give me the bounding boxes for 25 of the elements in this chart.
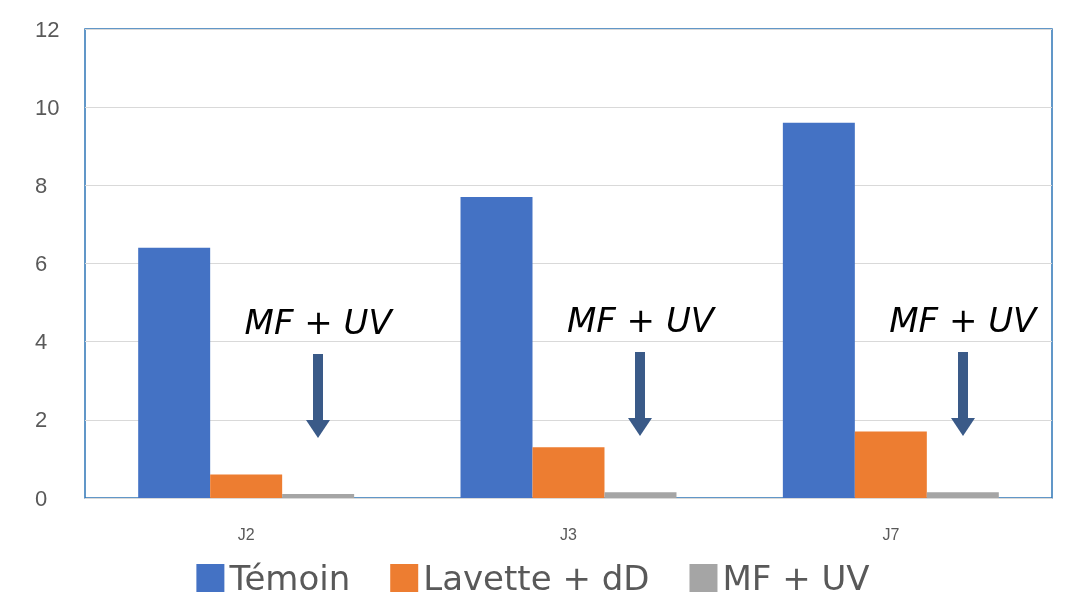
bar: [854, 431, 927, 498]
annotation: MF + UV: [888, 300, 1039, 341]
legend-label: Lavette + dD: [423, 558, 650, 598]
bar: [926, 492, 999, 498]
annotation: MF + UV: [565, 300, 717, 341]
annotation: MF + UV: [243, 302, 395, 343]
y-tick-label: 2: [35, 407, 48, 433]
bar: [782, 122, 855, 498]
y-tick-label: 0: [35, 485, 48, 511]
bar: [532, 447, 605, 498]
bar: [210, 474, 283, 498]
bar: [460, 197, 533, 498]
y-tick-label: 8: [35, 172, 48, 198]
y-tick-label: 10: [35, 94, 60, 120]
bar: [138, 247, 211, 498]
x-tick-label: J3: [560, 525, 578, 543]
y-tick-label: 6: [35, 251, 48, 276]
bar: [604, 492, 677, 498]
legend-label: Témoin: [228, 558, 351, 598]
legend-label: MF + UV: [722, 558, 870, 598]
x-tick-label: J7: [882, 525, 900, 543]
y-tick-label: 4: [35, 329, 48, 355]
x-tick-label: J2: [237, 525, 255, 543]
bar: [282, 494, 355, 498]
y-tick-label: 12: [35, 16, 60, 42]
